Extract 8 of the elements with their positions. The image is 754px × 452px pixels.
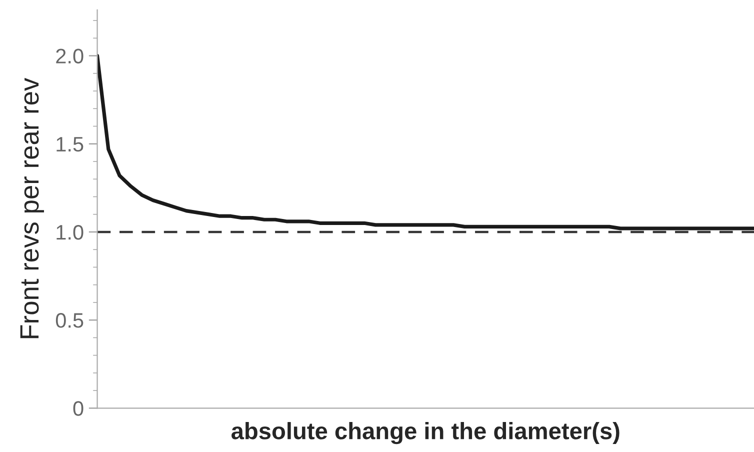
x-axis-title: absolute change in the diameter(s) — [232, 422, 620, 444]
y-tick-label: 2.0 — [56, 48, 84, 64]
line-series — [97, 54, 754, 230]
y-tick-label: 1.0 — [56, 224, 84, 240]
y-axis-title: Front revs per rear rev — [20, 78, 44, 338]
y-tick-label: 0 — [73, 401, 84, 416]
y-tick-label: 1.5 — [56, 137, 84, 152]
y-tick-label: 0.5 — [56, 313, 84, 328]
